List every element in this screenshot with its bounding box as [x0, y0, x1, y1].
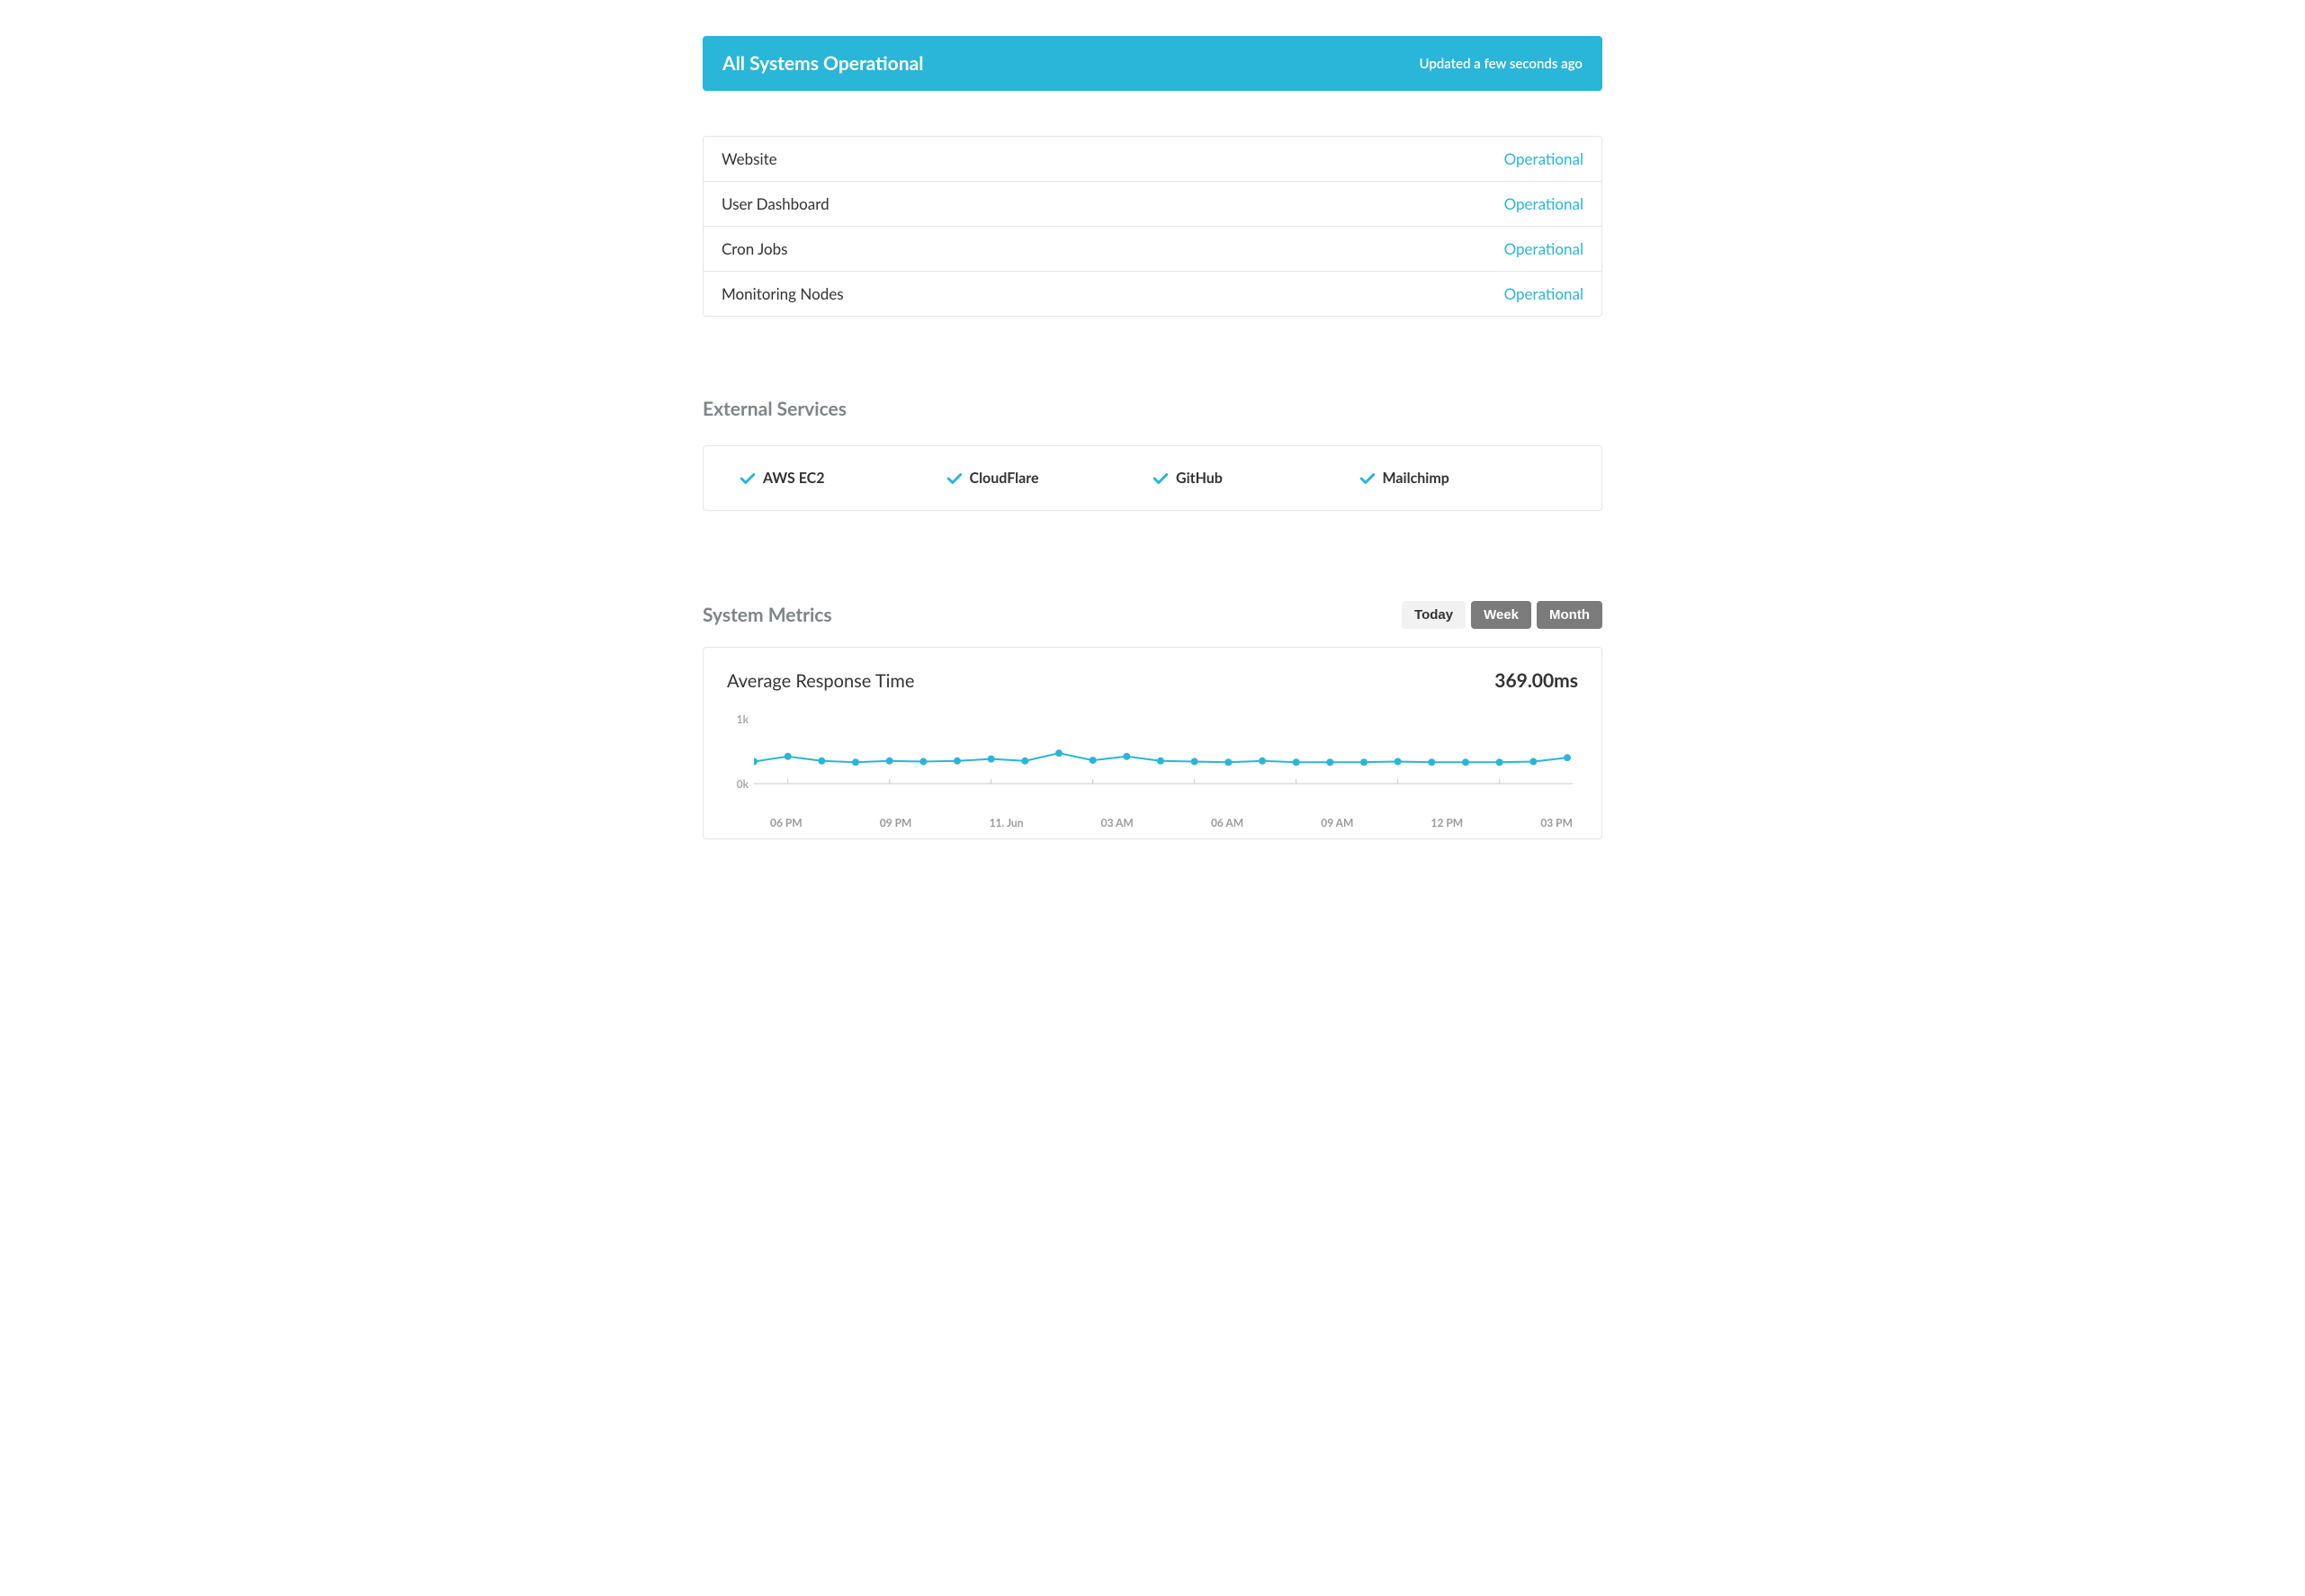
chart-data-point[interactable] — [1157, 758, 1164, 765]
chart-data-point[interactable] — [1021, 758, 1028, 765]
external-services-panel: AWS EC2 CloudFlare GitHub Mailchimp — [703, 445, 1602, 511]
external-service-name: GitHub — [1176, 470, 1223, 487]
chart-y-tick-label: 1k — [727, 713, 749, 726]
component-name: Monitoring Nodes — [722, 284, 844, 303]
range-toggle-today[interactable]: Today — [1402, 601, 1466, 629]
chart-x-tick-label: 06 PM — [770, 816, 803, 829]
range-toggle-month[interactable]: Month — [1537, 601, 1602, 629]
chart-x-axis-labels: 06 PM 09 PM 11. Jun 03 AM 06 AM 09 AM 12 PM 03 … — [727, 816, 1578, 829]
metrics-chart-panel: Average Response Time 369.00ms 0k 1k 06 P… — [703, 647, 1602, 839]
chart-data-point[interactable] — [1259, 758, 1266, 765]
chart-x-tick-label: 09 AM — [1321, 816, 1353, 829]
chart-area: 0k 1k — [727, 713, 1578, 812]
external-service-name: AWS EC2 — [763, 470, 825, 487]
chart-data-point[interactable] — [1224, 758, 1232, 766]
chart-data-point[interactable] — [1428, 758, 1435, 766]
chart-data-point[interactable] — [1395, 758, 1402, 766]
component-row: Cron Jobs Operational — [704, 227, 1601, 272]
status-banner-updated: Updated a few seconds ago — [1419, 56, 1583, 72]
external-service-item: Mailchimp — [1359, 470, 1566, 487]
component-status: Operational — [1504, 239, 1583, 258]
component-name: Website — [722, 149, 777, 168]
chart-data-point[interactable] — [1293, 758, 1300, 766]
component-status: Operational — [1504, 149, 1583, 168]
chart-data-point[interactable] — [1496, 758, 1503, 766]
chart-data-point[interactable] — [886, 758, 893, 765]
chart-title: Average Response Time — [727, 670, 914, 692]
check-icon — [1359, 471, 1376, 487]
external-services-heading: External Services — [703, 398, 1602, 420]
chart-data-point[interactable] — [852, 758, 859, 766]
chart-data-point[interactable] — [1123, 753, 1130, 760]
chart-data-point[interactable] — [919, 758, 927, 766]
chart-x-tick-label: 03 AM — [1101, 816, 1134, 829]
check-icon — [740, 471, 756, 487]
chart-data-point[interactable] — [954, 758, 961, 765]
range-toggle-week[interactable]: Week — [1471, 601, 1531, 629]
component-row: User Dashboard Operational — [704, 182, 1601, 227]
component-status: Operational — [1504, 284, 1583, 303]
chart-x-tick-label: 09 PM — [880, 816, 912, 829]
chart-x-tick-label: 11. Jun — [990, 816, 1024, 829]
component-status: Operational — [1504, 194, 1583, 213]
check-icon — [1152, 471, 1169, 487]
chart-x-tick-label: 06 AM — [1211, 816, 1243, 829]
chart-data-point[interactable] — [1462, 758, 1469, 766]
chart-data-point[interactable] — [1191, 758, 1198, 766]
metrics-range-toggle: TodayWeekMonth — [1402, 601, 1602, 629]
external-service-item: AWS EC2 — [740, 470, 946, 487]
chart-data-point[interactable] — [1360, 758, 1368, 766]
check-icon — [946, 471, 963, 487]
component-row: Monitoring Nodes Operational — [704, 272, 1601, 316]
status-banner-title: All Systems Operational — [722, 52, 923, 75]
chart-y-tick-label: 0k — [727, 777, 749, 791]
chart-x-tick-label: 03 PM — [1540, 816, 1573, 829]
chart-data-point[interactable] — [785, 753, 792, 760]
component-name: User Dashboard — [722, 194, 830, 213]
component-name: Cron Jobs — [722, 239, 788, 258]
system-metrics-heading: System Metrics — [703, 604, 832, 626]
chart-current-value: 369.00ms — [1494, 669, 1578, 692]
chart-data-point[interactable] — [754, 758, 758, 766]
chart-data-point[interactable] — [1529, 758, 1537, 766]
external-service-item: CloudFlare — [946, 470, 1153, 487]
component-row: Website Operational — [704, 137, 1601, 182]
chart-data-point[interactable] — [1564, 754, 1571, 761]
chart-data-point[interactable] — [1055, 749, 1063, 757]
external-service-name: Mailchimp — [1383, 470, 1449, 487]
components-panel: Website Operational User Dashboard Operatio… — [703, 136, 1602, 317]
chart-data-point[interactable] — [818, 758, 825, 765]
chart-data-point[interactable] — [1326, 758, 1333, 766]
chart-x-tick-label: 12 PM — [1431, 816, 1464, 829]
status-banner: All Systems Operational Updated a few se… — [703, 36, 1602, 91]
chart-data-point[interactable] — [988, 756, 995, 763]
chart-data-point[interactable] — [1090, 757, 1097, 764]
external-service-item: GitHub — [1152, 470, 1359, 487]
external-service-name: CloudFlare — [970, 470, 1039, 487]
response-time-line-chart — [754, 713, 1573, 794]
